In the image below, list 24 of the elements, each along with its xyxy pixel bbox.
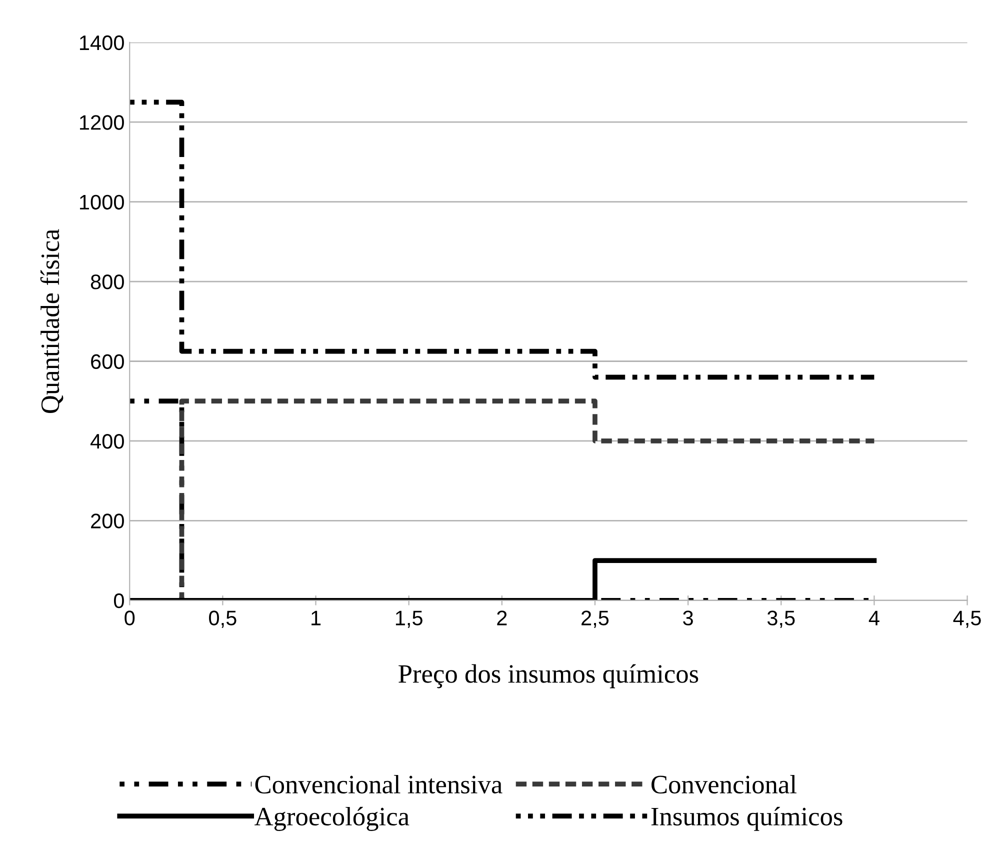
legend-label: Agroecológica: [254, 806, 410, 831]
legend-label: Convencional intensiva: [255, 774, 502, 794]
y-tick-label: 800: [90, 274, 124, 290]
legend-label: Convencional: [652, 774, 796, 794]
x-tick-label: 3,5: [767, 610, 795, 628]
x-tick-label: 1,5: [396, 610, 422, 628]
y-tick-label: 1200: [80, 115, 124, 130]
legend-label: Insumos químicos: [651, 806, 842, 831]
x-tick-label: 0: [124, 610, 135, 626]
y-tick-label: 400: [90, 434, 124, 449]
y-tick-label: 600: [91, 354, 124, 369]
y-tick-label: 0: [114, 593, 124, 608]
x-axis-title: Preço dos insumos químicos: [398, 664, 698, 688]
x-tick-label: 3: [683, 610, 693, 626]
y-tick-label: 1000: [80, 194, 124, 210]
x-tick-label: 2: [497, 610, 507, 626]
x-tick-label: 2,5: [582, 610, 609, 628]
y-tick-label: 1400: [80, 35, 124, 50]
y-tick-label: 200: [91, 514, 124, 528]
x-tick-label: 4,5: [953, 610, 981, 628]
x-tick-label: 4: [868, 610, 880, 626]
y-axis-title: Quantidade física: [40, 229, 64, 413]
x-tick-label: 1: [312, 610, 321, 626]
x-tick-label: 0,5: [209, 610, 236, 628]
